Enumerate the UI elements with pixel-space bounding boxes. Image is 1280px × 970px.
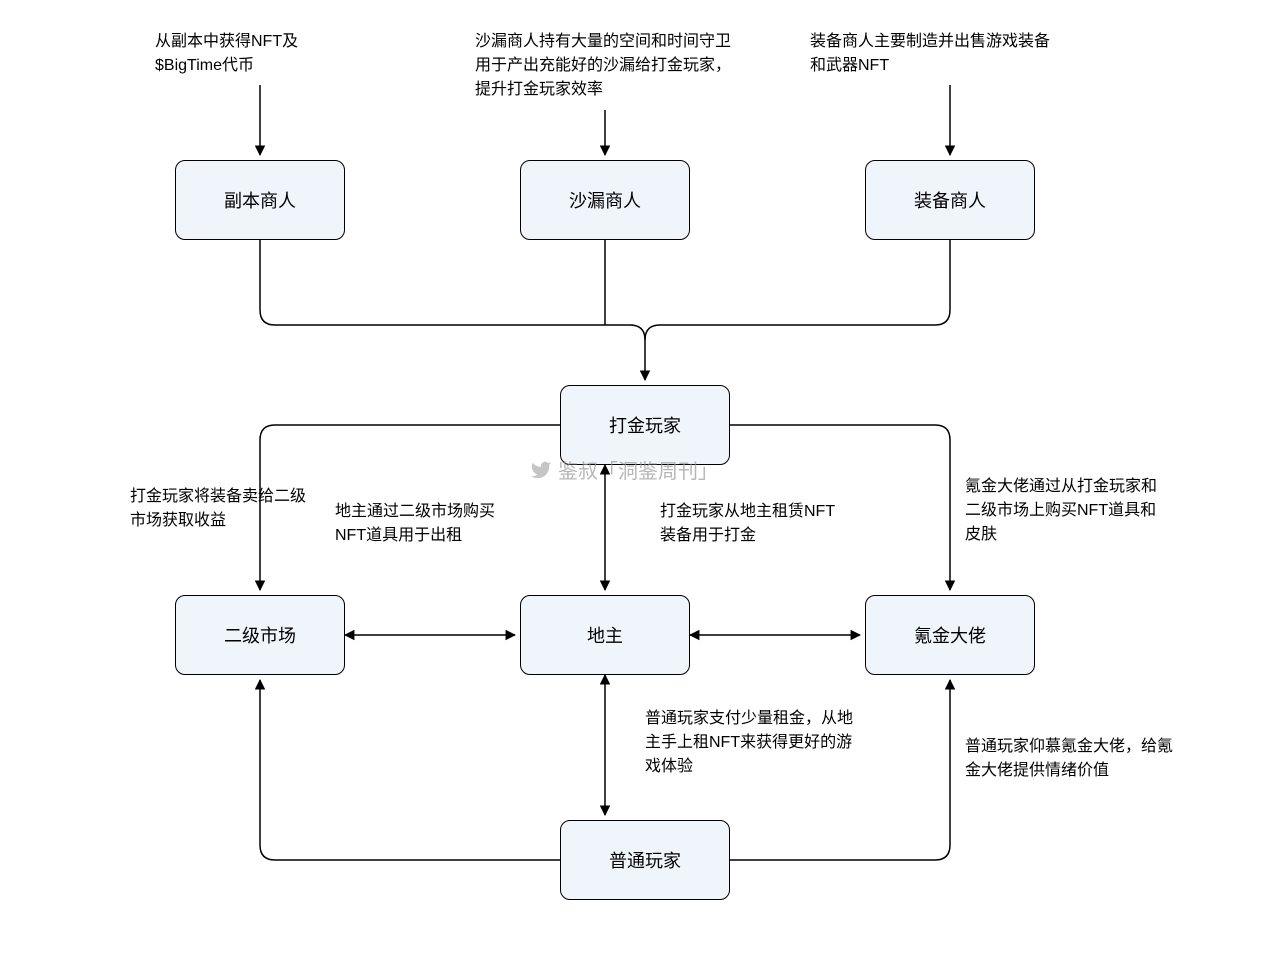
node-shalou: 沙漏商人 (520, 160, 690, 240)
note-8: 普通玩家支付少量租金，从地主手上租NFT来获得更好的游戏体验 (645, 707, 865, 779)
node-dizhu: 地主 (520, 595, 690, 675)
node-label: 二级市场 (224, 622, 296, 648)
node-label: 装备商人 (914, 187, 986, 213)
note-9: 普通玩家仰慕氪金大佬，给氪金大佬提供情绪价值 (965, 735, 1175, 783)
node-label: 普通玩家 (609, 847, 681, 873)
note-3: 装备商人主要制造并出售游戏装备和武器NFT (810, 30, 1060, 78)
note-2: 沙漏商人持有大量的空间和时间守卫用于产出充能好的沙漏给打金玩家，提升打金玩家效率 (475, 30, 735, 102)
node-label: 打金玩家 (609, 412, 681, 438)
node-fuben: 副本商人 (175, 160, 345, 240)
note-1: 从副本中获得NFT及$BigTime代币 (155, 30, 355, 78)
note-6: 打金玩家从地主租赁NFT装备用于打金 (660, 500, 850, 548)
node-label: 沙漏商人 (569, 187, 641, 213)
watermark-text: 鉴叔「洞鉴周刊」 (558, 455, 718, 484)
note-4: 打金玩家将装备卖给二级市场获取收益 (130, 485, 310, 533)
node-label: 副本商人 (224, 187, 296, 213)
node-erji: 二级市场 (175, 595, 345, 675)
twitter-icon (530, 459, 552, 481)
note-5: 地主通过二级市场购买NFT道具用于出租 (335, 500, 515, 548)
node-putong: 普通玩家 (560, 820, 730, 900)
node-kejin: 氪金大佬 (865, 595, 1035, 675)
node-dajin: 打金玩家 (560, 385, 730, 465)
node-zhuangbei: 装备商人 (865, 160, 1035, 240)
note-7: 氪金大佬通过从打金玩家和二级市场上购买NFT道具和皮肤 (965, 475, 1165, 547)
node-label: 地主 (587, 622, 623, 648)
node-label: 氪金大佬 (914, 622, 986, 648)
watermark: 鉴叔「洞鉴周刊」 (530, 455, 718, 484)
